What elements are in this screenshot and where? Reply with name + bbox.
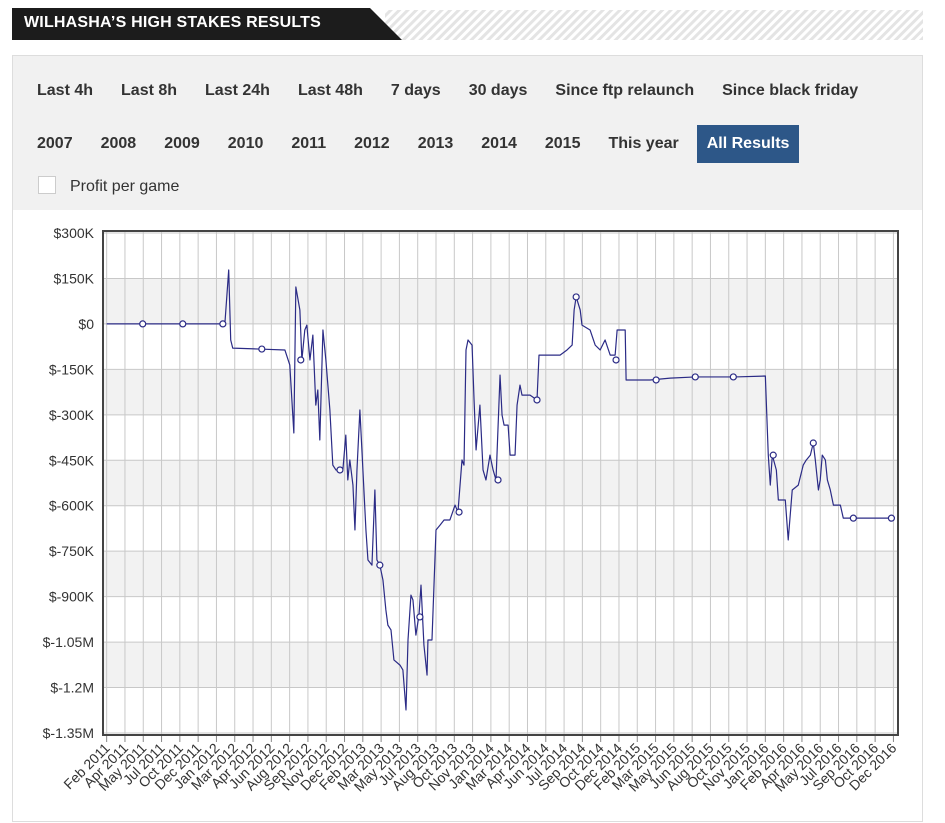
y-tick-label: $-150K <box>49 361 95 377</box>
y-tick-label: $-1.05M <box>43 634 94 650</box>
header <box>12 8 923 40</box>
filter-button[interactable]: 2014 <box>481 135 517 152</box>
filter-button[interactable]: 2015 <box>544 135 581 152</box>
data-marker <box>336 466 344 474</box>
y-tick-label: $-600K <box>49 498 95 514</box>
data-marker <box>809 439 817 447</box>
controls: Last 4h Last 8h Last 24h Last 48h 7 days 30 d… <box>13 56 922 210</box>
y-tick-label: $-300K <box>49 407 95 423</box>
y-tick-label: $-750K <box>49 543 95 559</box>
data-marker <box>455 508 463 516</box>
filter-button[interactable]: 2011 <box>291 135 327 152</box>
filter-button[interactable]: 7 days <box>390 82 441 99</box>
filter-button[interactable]: 30 days <box>468 82 528 99</box>
band <box>103 414 898 461</box>
filter-button[interactable]: Since black friday <box>722 82 859 99</box>
filter-row: 2007 2008 2009 2010 2011 2012 2013 2014 2015 This… <box>23 125 800 163</box>
filter-button[interactable]: 2009 <box>164 135 200 152</box>
filter-button[interactable]: 2008 <box>100 135 137 152</box>
filter-button[interactable]: 2012 <box>354 135 390 152</box>
y-tick-label: $150K <box>54 270 95 286</box>
data-marker <box>691 373 699 381</box>
data-marker <box>297 356 305 364</box>
checkbox[interactable] <box>38 176 56 194</box>
filter-button[interactable]: 2007 <box>37 135 73 152</box>
filter-button[interactable]: All Results <box>696 125 800 163</box>
band <box>103 642 898 688</box>
filter-button[interactable]: 2013 <box>417 135 454 152</box>
data-marker <box>652 376 660 384</box>
data-marker <box>729 373 737 381</box>
plot-frame <box>102 230 899 736</box>
y-tick-label: $-1.35M <box>43 725 94 741</box>
data-marker <box>139 320 147 328</box>
data-marker <box>376 561 384 569</box>
filter-button[interactable]: 2010 <box>227 135 264 152</box>
y-tick-label: $-900K <box>49 589 95 605</box>
band <box>103 505 898 552</box>
data-marker <box>887 514 896 522</box>
header-tab <box>12 8 402 40</box>
band <box>103 233 898 279</box>
header-stripes <box>385 10 923 40</box>
data-marker <box>612 356 620 364</box>
filter-button[interactable]: Last 8h <box>121 82 178 99</box>
checkbox-label[interactable]: Profit per game <box>70 178 180 195</box>
band <box>103 551 898 597</box>
data-marker <box>219 320 227 328</box>
y-tick-label: $300K <box>54 225 95 241</box>
y-tick-label: $-1.2M <box>50 680 94 696</box>
band <box>103 278 898 324</box>
filter-button[interactable]: This year <box>608 135 679 152</box>
data-line <box>106 269 894 711</box>
data-marker <box>572 293 580 301</box>
header-title: WILHASHA’S HIGH STAKES RESULTS <box>24 14 321 31</box>
y-tick-label: $0 <box>78 316 94 332</box>
chart: $300K $150K $0 $-150K $-300K $-450K $-600K $-75… <box>43 225 900 795</box>
data-marker <box>258 345 266 353</box>
band <box>103 687 898 733</box>
filter-button[interactable]: Last 4h <box>37 82 94 99</box>
filter-row: Last 4h Last 8h Last 24h Last 48h 7 days 30 d… <box>23 72 872 110</box>
band <box>103 323 898 370</box>
y-tick-label: $-450K <box>49 452 95 468</box>
data-marker <box>533 396 541 404</box>
data-marker <box>179 320 187 328</box>
data-marker <box>769 451 777 459</box>
band <box>103 596 898 643</box>
filter-button[interactable]: Since ftp relaunch <box>555 82 695 99</box>
filter-button[interactable]: Last 24h <box>205 82 270 99</box>
data-marker <box>494 476 502 484</box>
data-marker <box>849 514 857 522</box>
filter-button[interactable]: Last 48h <box>297 82 363 99</box>
data-marker <box>416 613 424 621</box>
